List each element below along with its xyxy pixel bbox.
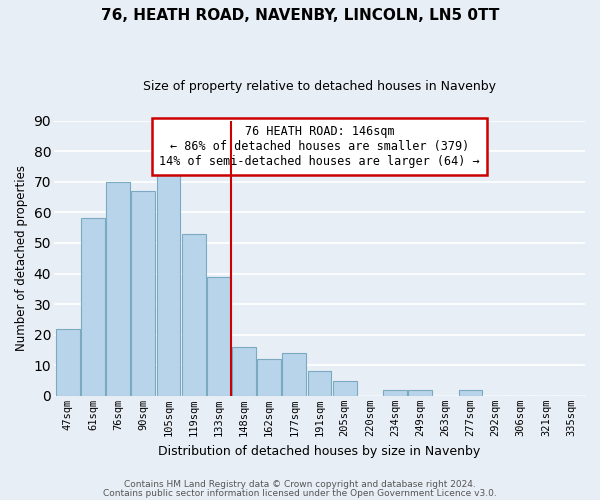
Bar	[106, 182, 130, 396]
Text: 76 HEATH ROAD: 146sqm
← 86% of detached houses are smaller (379)
14% of semi-det: 76 HEATH ROAD: 146sqm ← 86% of detached …	[159, 124, 480, 168]
Bar	[232, 347, 256, 396]
Bar	[56, 328, 80, 396]
Bar	[157, 164, 181, 396]
Bar	[308, 372, 331, 396]
Bar	[383, 390, 407, 396]
Text: Contains HM Land Registry data © Crown copyright and database right 2024.: Contains HM Land Registry data © Crown c…	[124, 480, 476, 489]
Bar	[131, 191, 155, 396]
Bar	[408, 390, 432, 396]
Text: Contains public sector information licensed under the Open Government Licence v3: Contains public sector information licen…	[103, 488, 497, 498]
Bar	[207, 276, 231, 396]
Bar	[332, 380, 356, 396]
Text: 76, HEATH ROAD, NAVENBY, LINCOLN, LN5 0TT: 76, HEATH ROAD, NAVENBY, LINCOLN, LN5 0T…	[101, 8, 499, 22]
Bar	[458, 390, 482, 396]
Title: Size of property relative to detached houses in Navenby: Size of property relative to detached ho…	[143, 80, 496, 93]
Bar	[81, 218, 105, 396]
Bar	[257, 359, 281, 396]
Y-axis label: Number of detached properties: Number of detached properties	[15, 165, 28, 351]
X-axis label: Distribution of detached houses by size in Navenby: Distribution of detached houses by size …	[158, 444, 481, 458]
Bar	[182, 234, 206, 396]
Bar	[283, 353, 306, 396]
